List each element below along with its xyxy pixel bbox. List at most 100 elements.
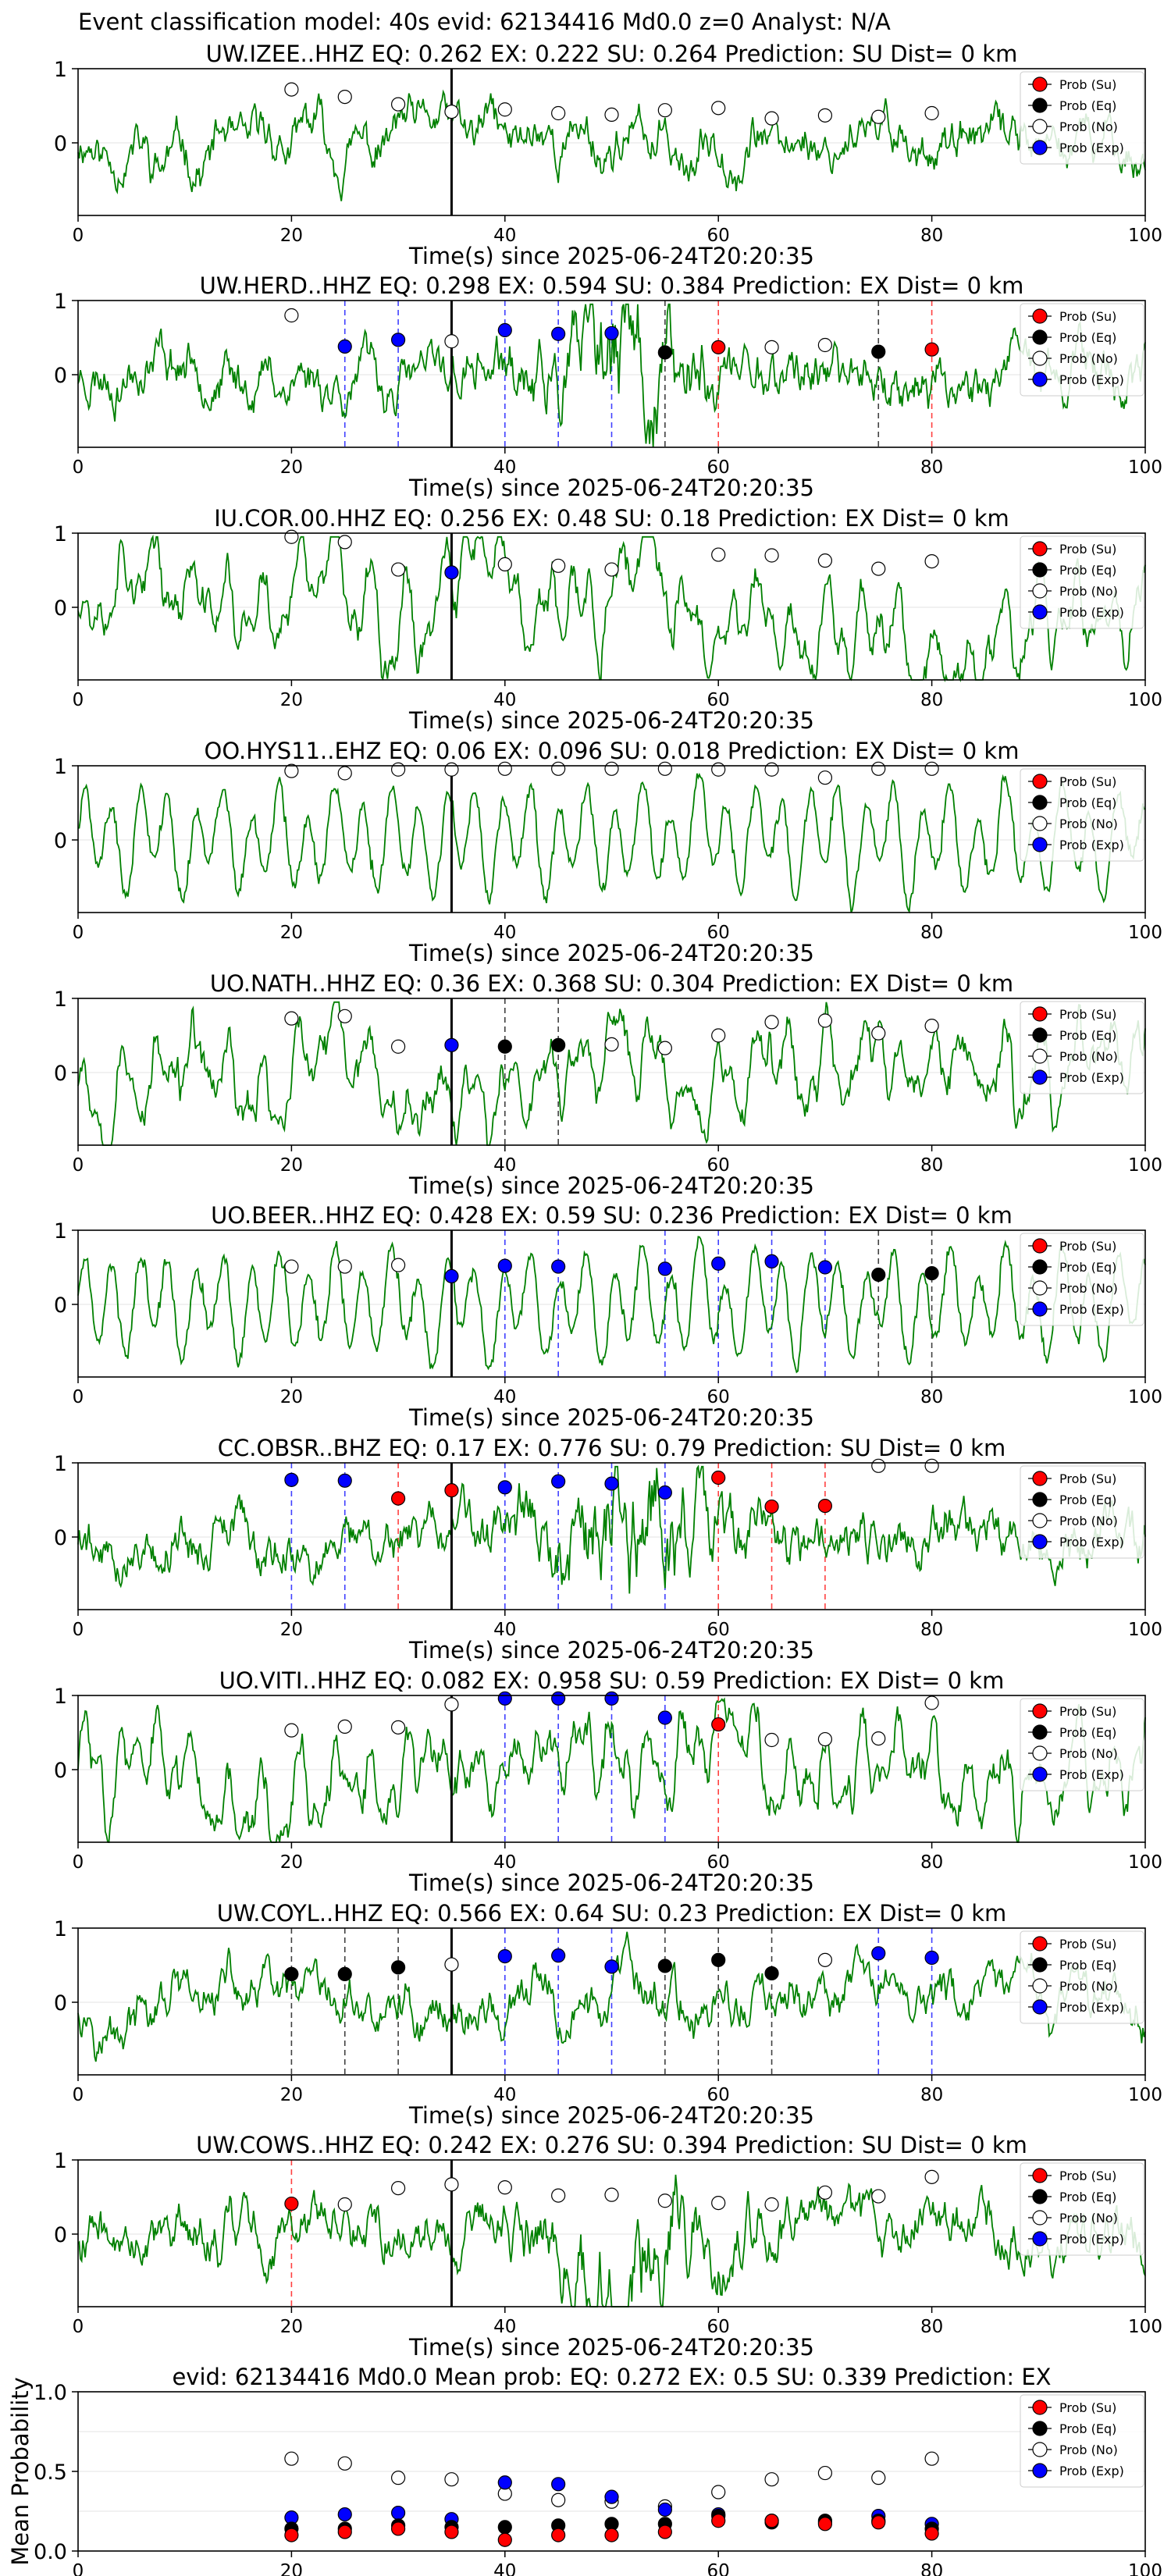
legend-marker xyxy=(1032,1280,1048,1296)
prob-point-no xyxy=(391,562,406,577)
prob-point-no xyxy=(284,82,299,97)
prob-point-no xyxy=(284,308,299,323)
prob-point-su xyxy=(764,1499,779,1514)
legend-marker xyxy=(1032,1048,1048,1064)
prob-point-no xyxy=(764,762,779,777)
mean-point-su xyxy=(391,2521,406,2536)
prob-point-no xyxy=(657,761,672,776)
legend-label-eq: Prob (Eq) xyxy=(1059,1493,1116,1507)
panel-2: UW.HERD..HHZ EQ: 0.298 EX: 0.594 SU: 0.3… xyxy=(54,272,1162,501)
mean-point-eq xyxy=(497,2520,512,2535)
prob-point-no xyxy=(551,761,566,776)
x-tick-label: 0 xyxy=(73,2085,84,2105)
panel-title: IU.COR.00.HHZ EQ: 0.256 EX: 0.48 SU: 0.1… xyxy=(214,505,1009,532)
prob-point-eq xyxy=(337,1966,352,1981)
x-tick-label: 0 xyxy=(73,923,84,943)
legend-box xyxy=(1020,768,1144,862)
prob-point-exp xyxy=(444,1037,459,1052)
x-tick-label: 80 xyxy=(920,1155,943,1176)
legend-label-su: Prob (Su) xyxy=(1059,2169,1116,2183)
prob-point-exp xyxy=(551,326,566,341)
legend-label-eq: Prob (Eq) xyxy=(1059,2421,1116,2436)
panel-4: OO.HYS11..EHZ EQ: 0.06 EX: 0.096 SU: 0.0… xyxy=(54,738,1162,966)
legend-marker xyxy=(1032,2463,1048,2478)
prob-point-no xyxy=(657,103,672,118)
panel-title: UW.COWS..HHZ EQ: 0.242 EX: 0.276 SU: 0.3… xyxy=(196,2132,1027,2158)
prob-point-no xyxy=(337,89,352,105)
x-tick-label: 40 xyxy=(493,1387,516,1407)
mean-point-no xyxy=(764,2472,779,2487)
panel-title: UW.IZEE..HHZ EQ: 0.262 EX: 0.222 SU: 0.2… xyxy=(206,41,1018,67)
prob-point-no xyxy=(817,553,833,568)
prob-point-exp xyxy=(497,1258,512,1273)
x-tick-label: 80 xyxy=(920,2085,943,2105)
mean-point-su xyxy=(497,2532,512,2547)
legend-marker xyxy=(1032,604,1048,620)
x-tick-label: 60 xyxy=(707,1852,730,1873)
axes-frame xyxy=(77,1695,1146,1843)
mean-point-no xyxy=(337,2456,352,2471)
prob-point-exp xyxy=(657,1710,672,1725)
y-tick-label: 1 xyxy=(54,522,67,546)
mean-point-exp xyxy=(337,2507,352,2522)
waveform-trace xyxy=(77,1697,1146,1844)
legend-label-eq: Prob (Eq) xyxy=(1059,1958,1116,1973)
x-tick-label: 100 xyxy=(1128,923,1162,943)
legend-marker xyxy=(1032,541,1048,557)
prob-point-no xyxy=(817,2185,833,2200)
mean-point-su xyxy=(337,2524,352,2539)
y-axis-label: Mean Probability xyxy=(7,2377,34,2566)
axes-frame xyxy=(77,998,1146,1146)
waveform-trace xyxy=(77,1236,1146,1374)
x-tick-label: 40 xyxy=(493,2317,516,2337)
panel-7: CC.OBSR..BHZ EQ: 0.17 EX: 0.776 SU: 0.79… xyxy=(54,1435,1162,1663)
mean-point-no xyxy=(871,2471,886,2485)
prob-point-no xyxy=(817,1952,833,1967)
legend-box xyxy=(1020,2162,1144,2256)
x-axis-label: Time(s) since 2025-06-24T20:20:35 xyxy=(408,475,814,501)
prob-point-eq xyxy=(657,345,672,360)
legend-label-eq: Prob (Eq) xyxy=(1059,1260,1116,1275)
panel-6: UO.BEER..HHZ EQ: 0.428 EX: 0.59 SU: 0.23… xyxy=(54,1202,1162,1431)
x-tick-label: 40 xyxy=(493,226,516,246)
prob-point-no xyxy=(764,1015,779,1030)
prob-point-exp xyxy=(871,1946,886,1961)
prob-point-su xyxy=(711,1717,726,1732)
prob-point-no xyxy=(391,1258,406,1272)
x-tick-label: 100 xyxy=(1128,1155,1162,1176)
prob-point-exp xyxy=(551,1259,566,1274)
prob-point-no xyxy=(924,1695,939,1710)
prob-point-no xyxy=(497,2180,512,2195)
prob-point-no xyxy=(871,109,886,124)
legend-marker xyxy=(1032,1936,1048,1952)
x-tick-label: 20 xyxy=(280,457,303,478)
prob-point-exp xyxy=(604,1476,619,1491)
y-tick-label: 0.5 xyxy=(34,2460,67,2485)
x-tick-label: 80 xyxy=(920,457,943,478)
prob-point-no xyxy=(604,761,619,776)
prob-point-no xyxy=(604,107,619,122)
prob-point-no xyxy=(444,105,459,119)
prob-point-no xyxy=(551,2188,566,2203)
x-tick-label: 20 xyxy=(280,2317,303,2337)
mean-point-su xyxy=(817,2517,833,2532)
prob-point-exp xyxy=(444,565,459,580)
x-tick-label: 60 xyxy=(707,1155,730,1176)
legend-label-eq: Prob (Eq) xyxy=(1059,2190,1116,2204)
x-tick-label: 100 xyxy=(1128,2085,1162,2105)
prob-point-no xyxy=(391,1720,406,1735)
axes-frame xyxy=(77,1927,1146,2076)
panel-title: UW.COYL..HHZ EQ: 0.566 EX: 0.64 SU: 0.23… xyxy=(217,1900,1007,1927)
prob-point-exp xyxy=(497,1691,512,1706)
legend-label-su: Prob (Su) xyxy=(1059,1704,1116,1719)
prob-point-exp xyxy=(551,1474,566,1489)
panel-title: UO.VITI..HHZ EQ: 0.082 EX: 0.958 SU: 0.5… xyxy=(219,1667,1005,1694)
y-tick-label: 0 xyxy=(54,132,67,156)
axes-frame xyxy=(77,300,1146,448)
prob-point-no xyxy=(551,558,566,573)
prob-point-no xyxy=(604,2187,619,2202)
y-tick-label: 1 xyxy=(54,1219,67,1244)
waveform-trace xyxy=(77,534,1146,682)
prob-point-no xyxy=(924,1458,939,1473)
prob-point-exp xyxy=(444,1268,459,1284)
